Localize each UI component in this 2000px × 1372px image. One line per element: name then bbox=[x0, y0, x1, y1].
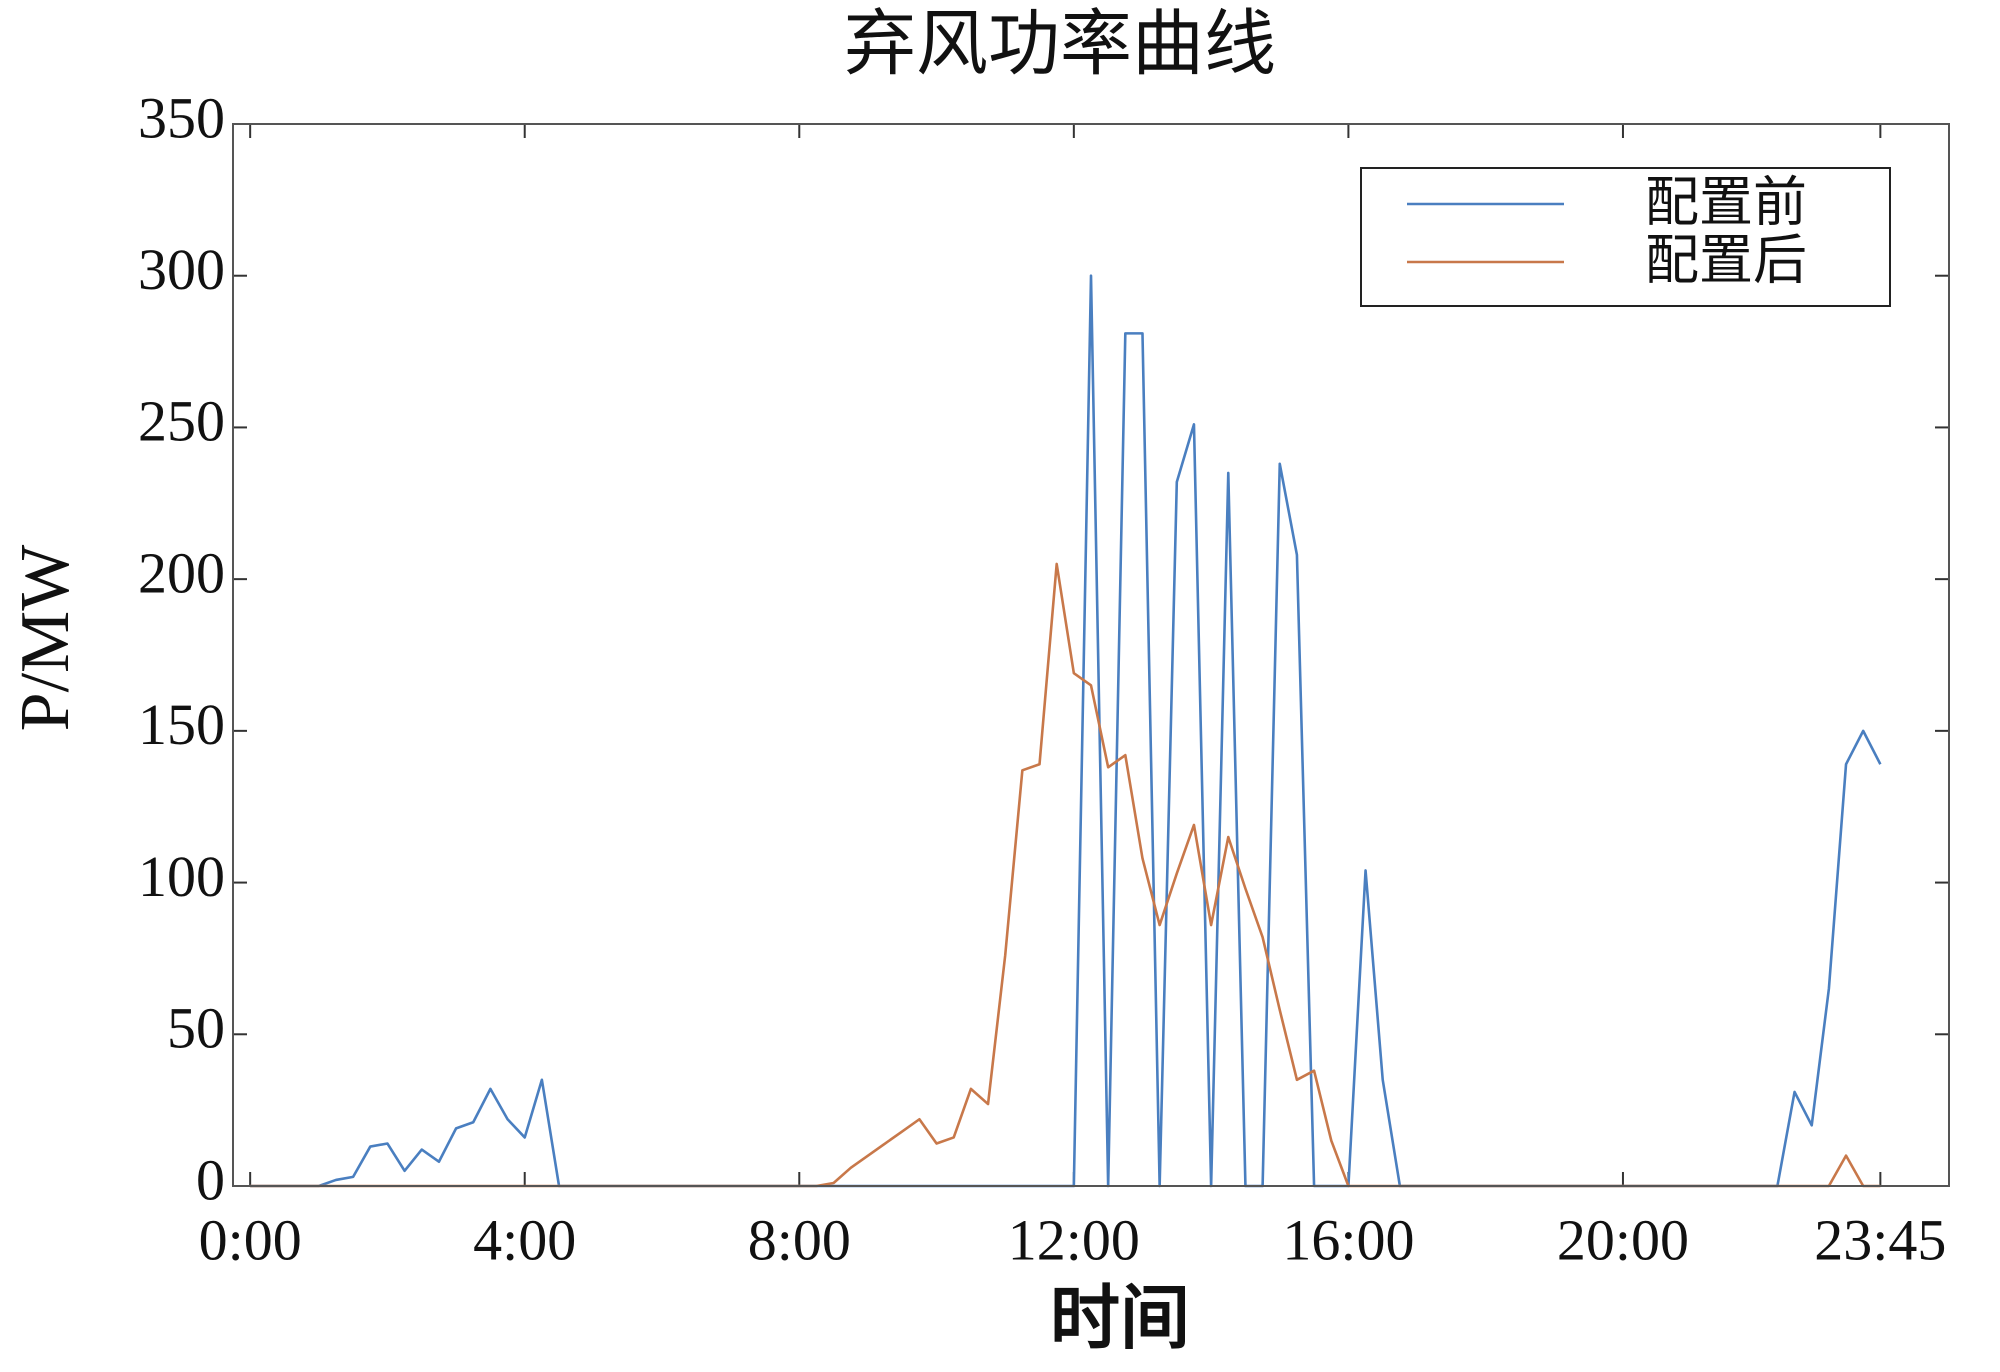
chart-title: 弃风功率曲线 bbox=[844, 5, 1276, 85]
y-tick-label: 350 bbox=[138, 85, 225, 150]
x-axis-label: 时间 bbox=[1050, 1281, 1190, 1358]
y-axis-label: P/MW bbox=[7, 545, 84, 732]
y-tick-label: 50 bbox=[167, 996, 225, 1061]
y-tick-label: 0 bbox=[196, 1147, 225, 1212]
y-tick-label: 200 bbox=[138, 540, 225, 605]
y-tick-label: 100 bbox=[138, 844, 225, 909]
legend-box bbox=[1360, 167, 1891, 307]
x-tick-label: 16:00 bbox=[1282, 1207, 1414, 1272]
x-tick-label: 0:00 bbox=[199, 1207, 302, 1272]
x-tick-label: 20:00 bbox=[1557, 1207, 1689, 1272]
plot-frame bbox=[232, 123, 1950, 1187]
x-tick-label: 8:00 bbox=[748, 1207, 851, 1272]
x-tick-label: 4:00 bbox=[473, 1207, 576, 1272]
legend-label: 配置前 bbox=[1645, 172, 1807, 232]
x-tick-label: 12:00 bbox=[1008, 1207, 1140, 1272]
x-tick-label: 23:45 bbox=[1814, 1207, 1946, 1272]
legend-label: 配置后 bbox=[1645, 230, 1807, 290]
y-tick-label: 250 bbox=[138, 389, 225, 454]
y-tick-label: 300 bbox=[138, 237, 225, 302]
y-tick-label: 150 bbox=[138, 692, 225, 757]
